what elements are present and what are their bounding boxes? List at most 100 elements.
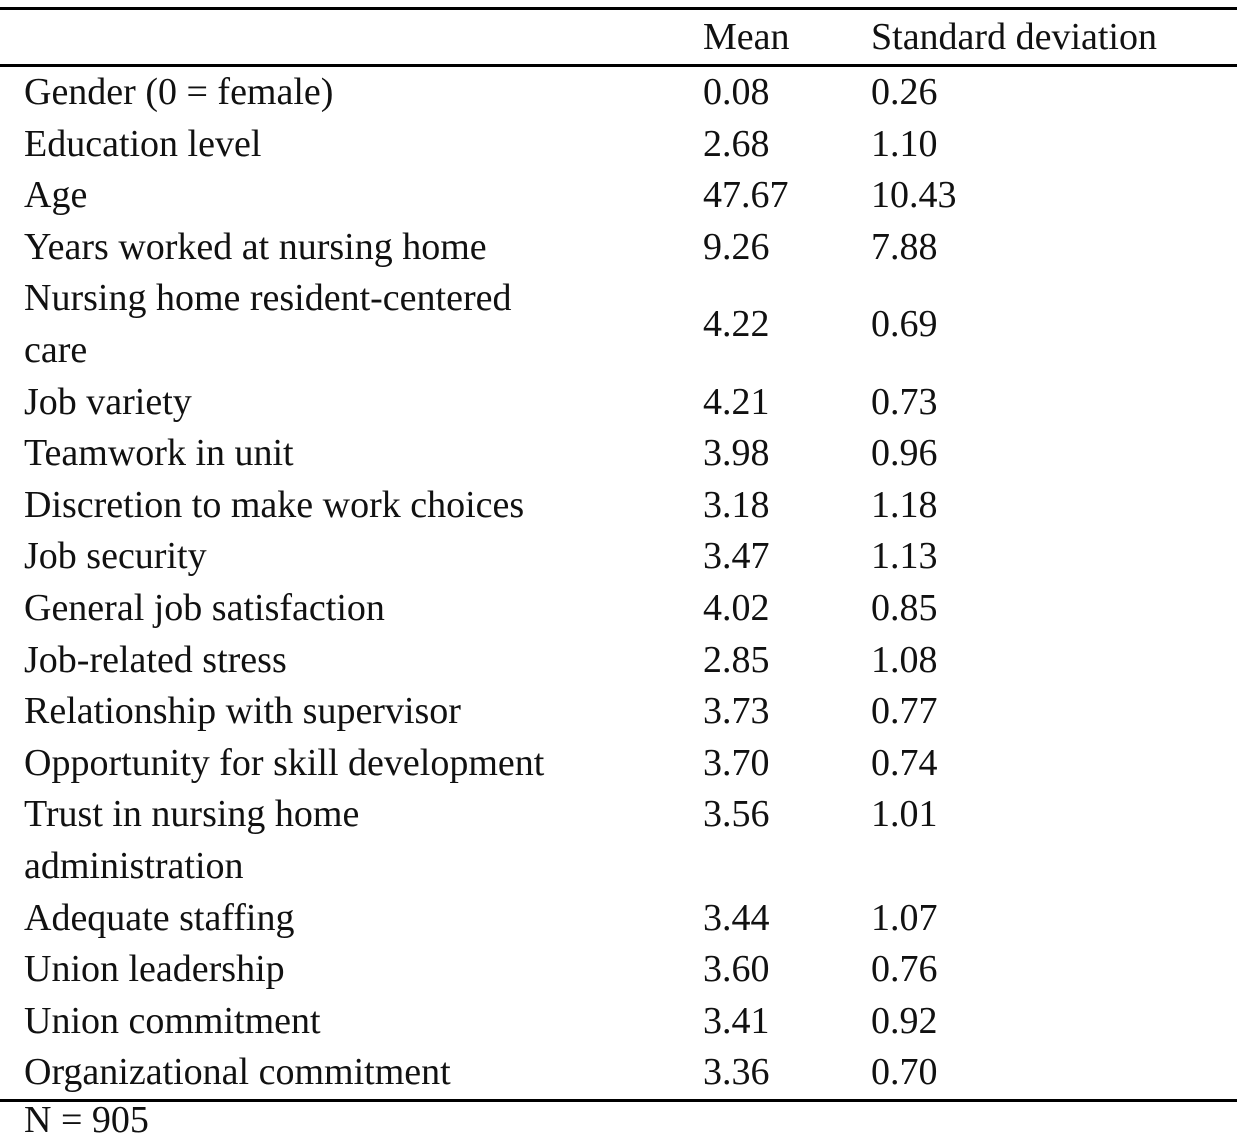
header-cell: Mean xyxy=(703,8,871,67)
table-cell: Discretion to make work choices xyxy=(0,480,703,532)
cell-value: 3.73 xyxy=(703,690,770,733)
row-label: Opportunity for skill development xyxy=(24,741,545,784)
table-cell: 0.77 xyxy=(871,686,1237,738)
row-label: Teamwork in unit xyxy=(24,432,294,475)
cell-value: 0.70 xyxy=(871,1051,938,1094)
cell-value: 3.44 xyxy=(703,896,770,939)
cell-value: 0.92 xyxy=(871,999,938,1042)
cell-value: 47.67 xyxy=(703,174,789,217)
table-cell: Age xyxy=(0,170,703,222)
table-cell: 4.22 xyxy=(703,273,871,376)
row-label: Relationship with supervisor xyxy=(24,690,461,733)
header-row: Mean Standard deviation xyxy=(0,8,1237,67)
cell-value: 1.07 xyxy=(871,896,938,939)
cell-value: 0.08 xyxy=(703,71,770,113)
table-cell: 0.08 xyxy=(703,66,871,119)
table-row: General job satisfaction 4.02 0.85 xyxy=(0,583,1237,635)
cell-value: 0.77 xyxy=(871,690,938,733)
table-cell: 0.73 xyxy=(871,377,1237,429)
table-cell: 3.44 xyxy=(703,893,871,945)
table-row: Job variety 4.21 0.73 xyxy=(0,377,1237,429)
table-row: Job-related stress 2.85 1.08 xyxy=(0,635,1237,687)
cell-value: 2.85 xyxy=(703,638,770,681)
table-row: Years worked at nursing home 9.26 7.88 xyxy=(0,222,1237,274)
table-cell: 3.36 xyxy=(703,1047,871,1100)
table-cell: 0.76 xyxy=(871,944,1237,996)
table-cell: 3.70 xyxy=(703,738,871,790)
table-cell: Job security xyxy=(0,531,703,583)
cell-value: 4.02 xyxy=(703,586,770,629)
table-cell: 47.67 xyxy=(703,170,871,222)
table-cell: General job satisfaction xyxy=(0,583,703,635)
cell-value: 7.88 xyxy=(871,225,938,268)
header-cell xyxy=(0,8,703,67)
table-cell: Trust in nursing home administration xyxy=(0,789,703,892)
row-label: Union leadership xyxy=(24,948,285,991)
table-cell: 9.26 xyxy=(703,222,871,274)
cell-value: 3.56 xyxy=(703,793,770,836)
row-label: Years worked at nursing home xyxy=(24,225,487,268)
cell-value: 0.76 xyxy=(871,948,938,991)
cell-value: 3.41 xyxy=(703,999,770,1042)
table-cell: 1.13 xyxy=(871,531,1237,583)
cell-value: 9.26 xyxy=(703,225,770,268)
table-cell: 1.08 xyxy=(871,635,1237,687)
table-cell: 3.60 xyxy=(703,944,871,996)
row-label: Nursing home resident-centered care xyxy=(24,277,512,371)
table-row: Nursing home resident-centered care 4.22 0… xyxy=(0,273,1237,376)
cell-value: 3.18 xyxy=(703,483,770,526)
table-cell: 0.96 xyxy=(871,428,1237,480)
row-label: Discretion to make work choices xyxy=(24,483,525,526)
table-cell: 10.43 xyxy=(871,170,1237,222)
row-label: Trust in nursing home administration xyxy=(24,793,360,887)
table-row: Adequate staffing 3.44 1.07 xyxy=(0,893,1237,945)
table-row: Union commitment 3.41 0.92 xyxy=(0,996,1237,1048)
row-label: Union commitment xyxy=(24,999,321,1042)
table-row: Education level 2.68 1.10 xyxy=(0,119,1237,171)
table-row: Gender (0 = female) 0.08 0.26 xyxy=(0,66,1237,119)
table-cell: 2.85 xyxy=(703,635,871,687)
cell-value: 3.36 xyxy=(703,1051,770,1094)
table-cell: 3.41 xyxy=(703,996,871,1048)
table-cell: Nursing home resident-centered care xyxy=(0,273,703,376)
header-cell: Standard deviation xyxy=(871,8,1237,67)
table-cell: 1.18 xyxy=(871,480,1237,532)
table-row: Organizational commitment 3.36 0.70 xyxy=(0,1047,1237,1100)
table-row: Teamwork in unit 3.98 0.96 xyxy=(0,428,1237,480)
table-cell: Job variety xyxy=(0,377,703,429)
cell-value: 1.01 xyxy=(871,793,938,836)
row-label: Job variety xyxy=(24,380,192,423)
table-cell: Organizational commitment xyxy=(0,1047,703,1100)
cell-value: 3.47 xyxy=(703,535,770,578)
cell-value: 1.10 xyxy=(871,122,938,165)
cell-value: 4.21 xyxy=(703,380,770,423)
row-label: Job-related stress xyxy=(24,638,287,681)
table-cell: 3.47 xyxy=(703,531,871,583)
table-row: Trust in nursing home administration 3.56… xyxy=(0,789,1237,892)
table-cell: 0.85 xyxy=(871,583,1237,635)
table-note: N = 905 xyxy=(24,1099,149,1141)
row-label: General job satisfaction xyxy=(24,586,385,629)
table-cell: 1.07 xyxy=(871,893,1237,945)
cell-value: 0.74 xyxy=(871,741,938,784)
table-body: Gender (0 = female) 0.08 0.26 Education lev… xyxy=(0,66,1237,1101)
cell-value: 0.69 xyxy=(871,303,938,346)
cell-value: 2.68 xyxy=(703,122,770,165)
table-cell: 1.10 xyxy=(871,119,1237,171)
table-cell: 4.21 xyxy=(703,377,871,429)
row-label: Organizational commitment xyxy=(24,1051,451,1094)
cell-value: 10.43 xyxy=(871,174,957,217)
table-cell: 3.98 xyxy=(703,428,871,480)
cell-value: 3.60 xyxy=(703,948,770,991)
cell-value: 0.96 xyxy=(871,432,938,475)
stats-table: Mean Standard deviation Gender (0 = fema… xyxy=(0,7,1237,1102)
table-cell: Job-related stress xyxy=(0,635,703,687)
table-row: Discretion to make work choices 3.18 1.18 xyxy=(0,480,1237,532)
table-cell: 2.68 xyxy=(703,119,871,171)
table-cell: 3.73 xyxy=(703,686,871,738)
row-label: Adequate staffing xyxy=(24,896,295,939)
table-row: Opportunity for skill development 3.70 0.7… xyxy=(0,738,1237,790)
table-cell: 4.02 xyxy=(703,583,871,635)
cell-value: 0.26 xyxy=(871,71,938,113)
table-cell: Teamwork in unit xyxy=(0,428,703,480)
